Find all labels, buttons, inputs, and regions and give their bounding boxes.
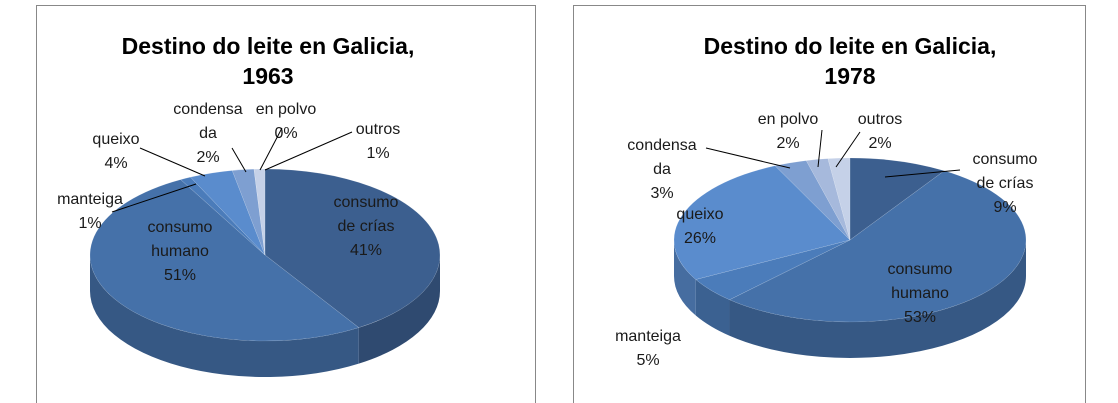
pie-slice <box>253 168 266 256</box>
value-label: 53% <box>904 309 936 326</box>
value-label: 9% <box>993 199 1016 216</box>
leader-line <box>111 183 197 213</box>
pie-slice <box>695 239 851 301</box>
leader-line <box>264 131 353 171</box>
slice-label: condensa da <box>173 101 242 142</box>
slice-label: consumo de crías <box>334 194 399 235</box>
pie-side <box>358 255 440 364</box>
leader-line <box>835 131 861 168</box>
pie-side <box>695 279 730 336</box>
pie-slice <box>190 170 266 256</box>
pie-slice <box>827 157 851 241</box>
value-label: 1% <box>366 145 389 162</box>
slice-label: outros <box>858 111 902 128</box>
value-label: 2% <box>776 135 799 152</box>
pie-slice <box>231 168 266 256</box>
slice-label: en polvo <box>256 101 317 118</box>
leader-line <box>231 147 247 173</box>
value-label: 5% <box>636 352 659 369</box>
pie-slice <box>180 176 266 256</box>
slice-label: condensa da <box>627 137 696 178</box>
pie-side <box>729 240 1026 358</box>
leader-line <box>259 127 283 171</box>
value-label: 41% <box>350 242 382 259</box>
leader-line <box>884 169 961 178</box>
leader-line <box>139 147 206 177</box>
panel-border <box>36 5 536 403</box>
slice-label: consumo humano <box>148 219 213 260</box>
pie-slice <box>89 179 360 342</box>
slice-label: manteiga <box>615 328 681 345</box>
pie-side <box>90 255 359 377</box>
leader-line <box>817 129 823 168</box>
slice-label: manteiga <box>57 191 123 208</box>
value-label: 4% <box>104 155 127 172</box>
pie-slice <box>849 157 945 241</box>
value-label: 0% <box>274 125 297 142</box>
slice-label: en polvo <box>758 111 819 128</box>
pie-slice <box>673 165 851 280</box>
slice-label: queixo <box>92 131 139 148</box>
chart-title: Destino do leite en Galicia, 1978 <box>704 33 997 89</box>
chart-title: Destino do leite en Galicia, 1963 <box>122 33 415 89</box>
value-label: 2% <box>868 135 891 152</box>
pie-side <box>674 240 696 316</box>
pie-slice <box>728 170 1027 323</box>
pie-slice <box>805 158 851 241</box>
value-label: 2% <box>196 149 219 166</box>
pie-slice <box>774 160 851 241</box>
slice-label: consumo humano <box>888 261 953 302</box>
value-label: 1% <box>78 215 101 232</box>
slice-label: outros <box>356 121 400 138</box>
panel-border <box>573 5 1086 403</box>
value-label: 26% <box>684 230 716 247</box>
value-label: 51% <box>164 267 196 284</box>
slice-label: consumo de crías <box>973 151 1038 192</box>
value-label: 3% <box>650 185 673 202</box>
leader-line <box>705 147 791 169</box>
pie-slice <box>264 168 441 328</box>
slice-label: queixo <box>676 206 723 223</box>
